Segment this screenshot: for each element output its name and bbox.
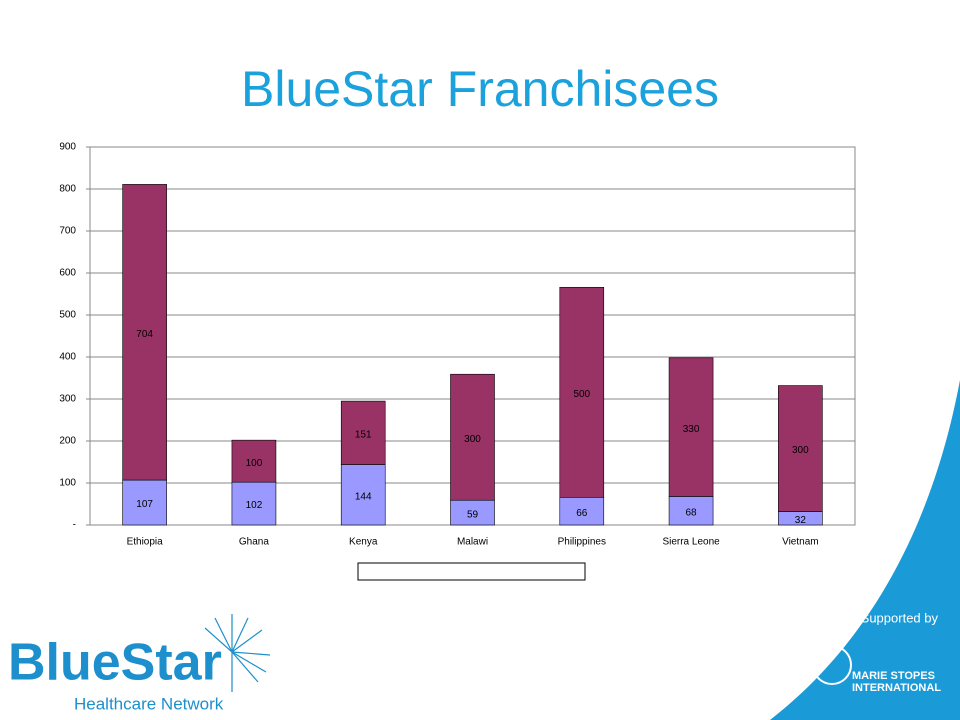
- bar-segment: [450, 499, 495, 526]
- data-label: 330: [683, 424, 700, 435]
- data-label: 144: [355, 491, 372, 502]
- y-tick-label: 300: [59, 394, 76, 405]
- data-label: 100: [246, 458, 263, 469]
- y-tick-label: 600: [59, 268, 76, 279]
- legend-box: [357, 562, 586, 581]
- data-label: 102: [246, 500, 263, 511]
- bar-segment: [231, 439, 277, 483]
- chart: - 100 200 300 400 500 600 700 800 900 Ethiopia 107 7…: [59, 142, 855, 578]
- sponsor-name: MARIE STOPES: [852, 670, 935, 682]
- bar-segment: [340, 464, 386, 526]
- data-label: 300: [464, 434, 481, 445]
- slide-title: BlueStar Franchisees: [241, 61, 719, 117]
- x-tick-label: Vietnam: [782, 537, 819, 548]
- data-label: 704: [136, 329, 153, 340]
- sponsor-emblem: [812, 645, 852, 685]
- data-label: 500: [573, 389, 590, 400]
- y-tick-label: 100: [59, 478, 76, 489]
- bar-segment: [122, 184, 167, 481]
- swoosh: [770, 380, 960, 720]
- bar-segment: [668, 496, 714, 526]
- x-tick-label: Ethiopia: [127, 537, 164, 548]
- x-tick-label: Malawi: [457, 537, 488, 548]
- x-tick-label: Kenya: [349, 537, 378, 548]
- bar-segment: [231, 481, 277, 526]
- x-tick-label: Philippines: [558, 537, 606, 548]
- starburst: [204, 614, 271, 692]
- data-label: 68: [686, 507, 698, 518]
- data-label: 32: [795, 515, 807, 526]
- y-tick-label: 400: [59, 352, 76, 363]
- x-tick-label: Sierra Leone: [662, 537, 720, 548]
- data-label: 107: [136, 499, 153, 510]
- y-tick-label: 900: [59, 142, 76, 153]
- logo-tagline: Healthcare Network: [74, 694, 224, 713]
- data-label: 66: [576, 508, 588, 519]
- bar-segment: [559, 286, 605, 498]
- bar-segment: [559, 496, 605, 526]
- data-label: 300: [792, 445, 809, 456]
- data-label: 151: [355, 429, 372, 440]
- x-tick-label: Ghana: [239, 537, 269, 548]
- y-tick-label: -: [73, 520, 76, 531]
- bluestar-logo: BlueStar Healthcare Network: [8, 614, 271, 713]
- bar-segment: [778, 385, 823, 512]
- y-tick-label: 200: [59, 436, 76, 447]
- sponsor-name: INTERNATIONAL: [852, 682, 941, 694]
- bar-segment: [122, 479, 167, 526]
- sponsor-label: Supported by: [861, 610, 939, 625]
- y-tick-label: 800: [59, 184, 76, 195]
- bar-segment: [668, 357, 714, 497]
- bar-segment: [450, 373, 495, 501]
- y-tick-label: 700: [59, 226, 76, 237]
- y-tick-label: 500: [59, 310, 76, 321]
- data-label: 59: [467, 509, 479, 520]
- logo-name: BlueStar: [8, 634, 222, 692]
- bar-segment: [340, 400, 386, 465]
